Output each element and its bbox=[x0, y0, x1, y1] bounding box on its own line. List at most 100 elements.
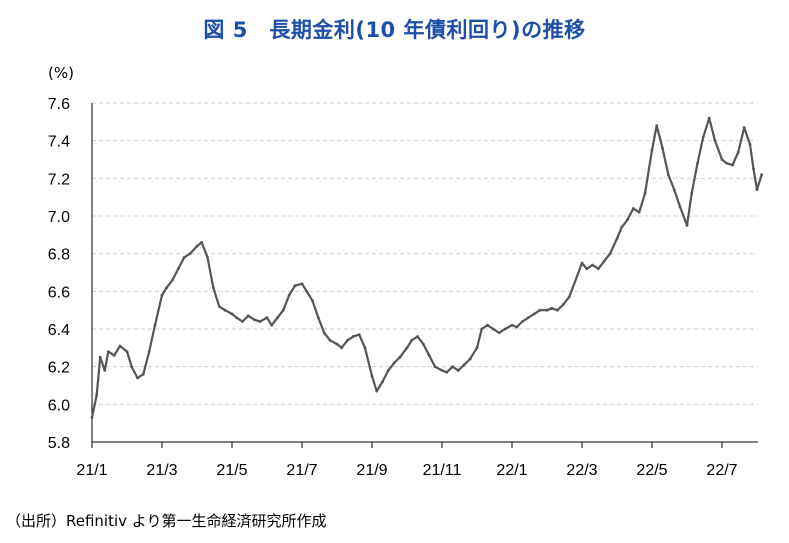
y-tick-label: 7.6 bbox=[48, 96, 70, 113]
data-point bbox=[475, 346, 479, 350]
data-point bbox=[416, 335, 419, 338]
data-point bbox=[713, 139, 717, 143]
data-point bbox=[311, 299, 314, 303]
data-point bbox=[217, 305, 221, 308]
data-point bbox=[258, 320, 262, 323]
data-point bbox=[755, 188, 759, 192]
data-point bbox=[696, 161, 699, 165]
data-point bbox=[561, 303, 565, 306]
data-point bbox=[182, 256, 186, 259]
data-point bbox=[725, 161, 729, 165]
data-point bbox=[650, 148, 654, 152]
data-point bbox=[130, 365, 134, 369]
data-point bbox=[410, 338, 414, 342]
data-point bbox=[515, 325, 519, 329]
data-point bbox=[103, 369, 107, 372]
data-point bbox=[580, 261, 584, 265]
x-tick-label: 21/3 bbox=[146, 462, 177, 479]
data-point bbox=[742, 126, 746, 129]
data-point bbox=[340, 346, 344, 350]
data-point bbox=[497, 331, 501, 335]
data-point bbox=[736, 150, 740, 154]
y-tick-label: 5.8 bbox=[48, 435, 70, 452]
series-line-0 bbox=[90, 116, 763, 418]
y-tick-label: 6.8 bbox=[48, 247, 70, 264]
data-point bbox=[526, 316, 530, 320]
data-point bbox=[316, 316, 320, 320]
data-point bbox=[95, 393, 99, 397]
data-point bbox=[631, 207, 635, 210]
data-point bbox=[112, 354, 116, 357]
data-point bbox=[615, 237, 619, 241]
data-point bbox=[136, 376, 139, 380]
x-tick-label: 22/3 bbox=[566, 462, 597, 479]
data-point bbox=[206, 256, 209, 259]
data-point bbox=[602, 259, 606, 263]
data-point bbox=[521, 320, 524, 323]
data-point bbox=[287, 293, 291, 297]
data-point bbox=[328, 338, 332, 342]
data-point bbox=[661, 146, 664, 150]
data-point bbox=[165, 286, 169, 289]
x-tick-label: 22/1 bbox=[496, 462, 527, 479]
data-point bbox=[398, 355, 402, 359]
data-point bbox=[545, 308, 549, 312]
y-tick-label: 6.6 bbox=[48, 284, 70, 301]
data-point bbox=[462, 363, 466, 367]
data-point bbox=[195, 244, 199, 248]
data-point bbox=[375, 389, 379, 393]
data-point bbox=[707, 116, 711, 120]
data-point bbox=[141, 372, 145, 376]
data-point bbox=[637, 210, 641, 214]
data-point bbox=[596, 267, 600, 271]
x-tick-label: 21/1 bbox=[76, 462, 107, 479]
data-point bbox=[293, 284, 297, 288]
data-point bbox=[98, 355, 102, 359]
data-point bbox=[532, 312, 536, 316]
data-point bbox=[370, 374, 374, 378]
data-point bbox=[270, 323, 274, 327]
data-point bbox=[503, 327, 507, 331]
x-tick-label: 22/5 bbox=[636, 462, 667, 479]
data-point bbox=[550, 306, 554, 310]
data-point bbox=[456, 369, 460, 372]
y-tick-label: 7.4 bbox=[48, 134, 70, 151]
data-point bbox=[591, 263, 594, 267]
data-point bbox=[608, 252, 612, 256]
data-point bbox=[678, 205, 682, 209]
data-point bbox=[188, 252, 192, 256]
data-point bbox=[351, 335, 355, 338]
data-point bbox=[666, 173, 670, 177]
data-point bbox=[235, 316, 239, 320]
data-point bbox=[281, 308, 285, 312]
data-point bbox=[386, 369, 390, 372]
data-point bbox=[106, 350, 110, 353]
data-point bbox=[252, 318, 256, 321]
data-point bbox=[480, 327, 484, 331]
data-point bbox=[241, 320, 244, 323]
data-point bbox=[440, 369, 444, 372]
data-point bbox=[748, 143, 752, 146]
y-axis-unit: (%) bbox=[48, 64, 74, 82]
y-tick-label: 6.0 bbox=[48, 397, 70, 414]
data-point bbox=[672, 188, 676, 192]
data-point bbox=[451, 365, 454, 369]
data-point bbox=[405, 346, 409, 350]
data-point bbox=[118, 344, 122, 348]
data-point bbox=[486, 323, 489, 327]
data-point bbox=[176, 267, 180, 271]
data-point bbox=[230, 312, 234, 316]
data-point bbox=[90, 416, 94, 419]
y-tick-label: 6.4 bbox=[48, 322, 70, 339]
data-point bbox=[357, 333, 361, 336]
x-tick-label: 21/5 bbox=[216, 462, 247, 479]
data-point bbox=[300, 282, 304, 286]
x-tick-label: 21/9 bbox=[356, 462, 387, 479]
data-point bbox=[265, 316, 269, 320]
x-tick-label: 22/7 bbox=[706, 462, 737, 479]
data-point bbox=[643, 192, 647, 195]
data-point bbox=[620, 225, 624, 229]
data-point bbox=[433, 365, 437, 369]
data-point bbox=[276, 316, 279, 320]
